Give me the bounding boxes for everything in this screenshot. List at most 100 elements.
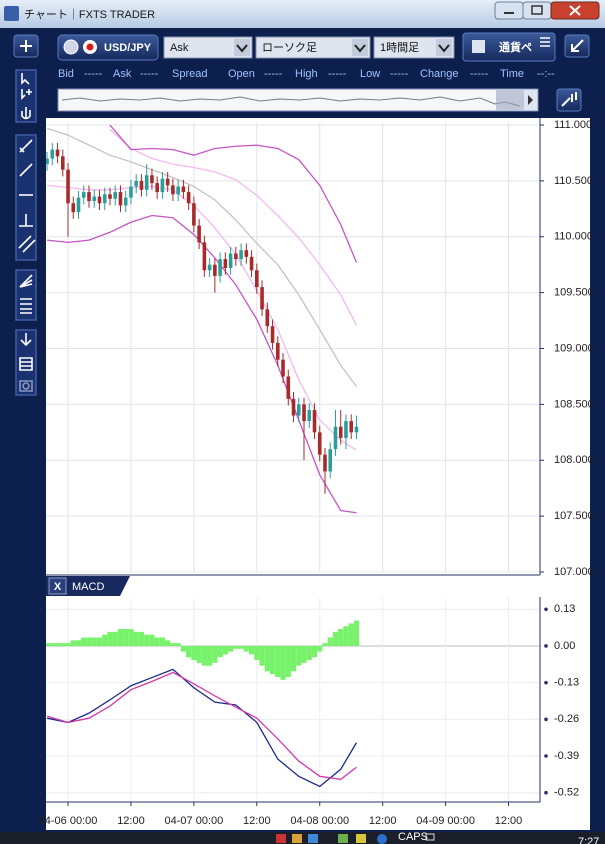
histogram-bar xyxy=(285,645,291,678)
candle-body xyxy=(150,175,154,184)
dropdown-box[interactable] xyxy=(163,36,253,59)
x-tick-label: 12:00 xyxy=(495,815,523,827)
candle-body xyxy=(307,409,312,422)
y-tick-label: 107.500 xyxy=(554,510,594,522)
help-icon[interactable] xyxy=(377,834,387,844)
tray-icon[interactable] xyxy=(292,834,302,843)
symbol-label: USD/JPY xyxy=(104,42,152,54)
macd-close-button[interactable] xyxy=(48,577,67,595)
candle-body xyxy=(207,264,212,271)
checkbox[interactable] xyxy=(472,40,485,53)
add-icon xyxy=(20,40,32,52)
crosshair-tool[interactable] xyxy=(21,89,32,100)
y-tick-label: 109.000 xyxy=(554,342,594,354)
quote-field: ----- xyxy=(470,68,489,80)
line-tool[interactable] xyxy=(19,163,33,177)
dropdown-arrow-box xyxy=(436,39,452,56)
candle-body xyxy=(55,149,60,157)
x-tick-label: 12:00 xyxy=(243,815,271,827)
timeframe-dropdown[interactable]: 1時間足 xyxy=(373,36,455,59)
histogram-bar xyxy=(269,645,276,675)
macd-line xyxy=(46,668,358,788)
candle-body xyxy=(102,194,107,204)
candle-body xyxy=(270,326,275,343)
histogram-bar xyxy=(196,645,202,663)
price-side-dropdown[interactable]: Ask xyxy=(163,36,253,59)
channel-tool[interactable] xyxy=(18,235,36,253)
histogram-bar xyxy=(123,629,129,646)
band-line xyxy=(109,129,358,326)
pair-button-label: 通貨ペ xyxy=(499,40,532,54)
histogram-bar xyxy=(254,645,260,661)
y-tick-label: -0.39 xyxy=(554,750,579,762)
x-tick-label: 12:00 xyxy=(369,815,397,827)
minimize-button[interactable] xyxy=(494,1,524,20)
candle-body xyxy=(113,192,118,199)
pair-button-box[interactable] xyxy=(462,32,556,62)
candle-body xyxy=(160,178,165,193)
histogram-bar xyxy=(348,623,354,646)
histogram-bar xyxy=(138,631,145,646)
maximize-icon xyxy=(531,5,543,15)
cursor-tool[interactable] xyxy=(21,73,30,85)
download-tool[interactable] xyxy=(20,333,32,347)
price-plot xyxy=(46,122,540,572)
histogram-bar xyxy=(165,640,171,646)
candle-body xyxy=(46,158,49,165)
dropdown-box[interactable] xyxy=(373,36,455,59)
dropdown-arrow xyxy=(236,44,248,53)
list-tool[interactable] xyxy=(19,357,33,371)
camera-tool[interactable] xyxy=(19,380,33,392)
candle-body xyxy=(234,253,238,260)
vertical-line-tool[interactable] xyxy=(19,214,33,227)
chart-type-dropdown[interactable]: ローソク足 xyxy=(255,36,371,59)
candle-body xyxy=(344,421,348,438)
candle-body xyxy=(171,185,175,195)
window-buttons[interactable] xyxy=(494,1,600,20)
x-tick-label: 04-06 00:00 xyxy=(39,815,98,827)
histogram-bar xyxy=(207,645,213,666)
maximize-button[interactable] xyxy=(522,1,552,20)
dropdown-arrow xyxy=(438,44,450,53)
quote-field: ----- xyxy=(140,68,159,80)
candle-body xyxy=(218,259,222,276)
tray-icon[interactable] xyxy=(338,834,348,843)
candle-body xyxy=(118,192,123,206)
fibonacci-tool[interactable] xyxy=(20,298,32,314)
fan-tool[interactable] xyxy=(19,274,33,288)
y-tick-label: 109.500 xyxy=(554,287,594,299)
histogram-bar xyxy=(107,631,113,646)
slider-window[interactable] xyxy=(496,90,524,110)
y-tick-label: -0.13 xyxy=(554,677,579,689)
hand-tool[interactable] xyxy=(21,107,31,120)
candle-body xyxy=(239,250,243,260)
candle-body xyxy=(275,342,280,360)
candle-body xyxy=(186,192,191,204)
histogram-bar xyxy=(86,637,92,646)
x-tick-label: 04-07 00:00 xyxy=(165,815,224,827)
candle-body xyxy=(286,376,291,399)
line-tools-group xyxy=(15,134,37,261)
histogram-bar xyxy=(217,645,223,658)
tray-icon[interactable] xyxy=(356,834,366,843)
tray-icon[interactable] xyxy=(425,833,435,841)
histogram-bar xyxy=(102,634,108,646)
quote-field: ----- xyxy=(264,68,283,80)
dropdown-box[interactable] xyxy=(255,36,371,59)
macd-close-label: X xyxy=(54,581,62,593)
tray-icon[interactable] xyxy=(308,834,318,843)
x-tick-label: 04-08 00:00 xyxy=(290,815,349,827)
quote-field: Open xyxy=(228,68,255,80)
quote-field: High xyxy=(295,68,318,80)
x-tick-label: 12:00 xyxy=(117,815,145,827)
macd-header xyxy=(46,576,130,596)
quote-field: ----- xyxy=(390,68,409,80)
trend-tool[interactable] xyxy=(19,139,33,153)
symbol-button[interactable] xyxy=(57,34,159,61)
pair-button[interactable]: 通貨ペ xyxy=(462,32,556,62)
dropdown-arrow-box xyxy=(352,39,368,56)
y-tick-label: 110.000 xyxy=(554,231,593,243)
tray-icon[interactable] xyxy=(276,834,286,843)
candle-body xyxy=(296,404,301,416)
